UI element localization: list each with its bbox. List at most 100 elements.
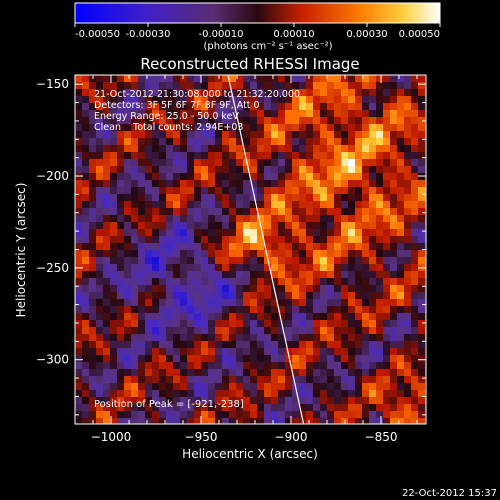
heatmap-cell — [159, 159, 166, 166]
heatmap-cell — [131, 341, 138, 348]
heatmap-cell — [124, 222, 131, 229]
heatmap-cell — [418, 208, 425, 215]
heatmap-cell — [194, 362, 201, 369]
heatmap-cell — [418, 383, 425, 390]
heatmap-cell — [383, 355, 390, 362]
heatmap-cell — [362, 236, 369, 243]
heatmap-cell — [285, 103, 292, 110]
heatmap-cell — [306, 383, 313, 390]
heatmap-cell — [208, 152, 215, 159]
heatmap-cell — [194, 243, 201, 250]
heatmap-cell — [194, 103, 201, 110]
heatmap-cell — [299, 404, 306, 411]
heatmap-cell — [264, 341, 271, 348]
heatmap-cell — [264, 159, 271, 166]
heatmap-cell — [383, 264, 390, 271]
heatmap-cell — [187, 110, 194, 117]
heatmap-cell — [152, 313, 159, 320]
heatmap-cell — [362, 229, 369, 236]
heatmap-cell — [152, 369, 159, 376]
heatmap-cell — [404, 390, 411, 397]
heatmap-cell — [208, 257, 215, 264]
heatmap-cell — [285, 166, 292, 173]
heatmap-cell — [96, 271, 103, 278]
heatmap-cell — [404, 383, 411, 390]
heatmap-cell — [362, 222, 369, 229]
heatmap-cell — [194, 208, 201, 215]
heatmap-cell — [187, 264, 194, 271]
heatmap-cell — [334, 327, 341, 334]
heatmap-cell — [138, 75, 145, 82]
heatmap-cell — [243, 383, 250, 390]
heatmap-cell — [285, 152, 292, 159]
heatmap-cell — [159, 278, 166, 285]
heatmap-cell — [89, 362, 96, 369]
heatmap-cell — [222, 313, 229, 320]
heatmap-cell — [152, 285, 159, 292]
heatmap-cell — [306, 145, 313, 152]
heatmap-cell — [334, 383, 341, 390]
chart-title: Reconstructed RHESSI Image — [140, 55, 359, 73]
heatmap-cell — [341, 110, 348, 117]
heatmap-cell — [271, 362, 278, 369]
heatmap-cell — [222, 117, 229, 124]
heatmap-cell — [187, 152, 194, 159]
heatmap-cell — [299, 208, 306, 215]
heatmap-cell — [229, 124, 236, 131]
heatmap-cell — [355, 145, 362, 152]
heatmap-cell — [292, 355, 299, 362]
heatmap-cell — [383, 103, 390, 110]
heatmap-cell — [82, 208, 89, 215]
heatmap-cell — [145, 278, 152, 285]
heatmap-cell — [278, 411, 285, 418]
heatmap-cell — [138, 138, 145, 145]
heatmap-cell — [257, 145, 264, 152]
heatmap-cell — [159, 131, 166, 138]
heatmap-cell — [82, 341, 89, 348]
heatmap-cell — [145, 327, 152, 334]
colorbar-units: (photons cm⁻² s⁻¹ asec⁻²) — [203, 41, 332, 52]
heatmap-cell — [285, 194, 292, 201]
heatmap-cell — [299, 327, 306, 334]
heatmap-cell — [159, 194, 166, 201]
heatmap-cell — [110, 208, 117, 215]
heatmap-cell — [159, 411, 166, 418]
heatmap-cell — [271, 117, 278, 124]
heatmap-cell — [397, 201, 404, 208]
heatmap-cell — [306, 320, 313, 327]
heatmap-cell — [404, 320, 411, 327]
heatmap-cell — [264, 103, 271, 110]
heatmap-cell — [271, 89, 278, 96]
heatmap-cell — [124, 404, 131, 411]
colorbar: -0.00050 -0.00030 -0.00010 0.00010 0.00030 0.… — [74, 2, 441, 52]
heatmap-cell — [131, 96, 138, 103]
heatmap-cell — [390, 334, 397, 341]
heatmap-cell — [313, 334, 320, 341]
heatmap-cell — [376, 257, 383, 264]
heatmap-cell — [201, 250, 208, 257]
heatmap-cell — [320, 418, 327, 424]
heatmap-cell — [166, 180, 173, 187]
heatmap-cell — [264, 369, 271, 376]
heatmap-cell — [376, 390, 383, 397]
heatmap-cell — [397, 313, 404, 320]
heatmap-cell — [250, 138, 257, 145]
heatmap-cell — [103, 138, 110, 145]
heatmap-cell — [278, 383, 285, 390]
heatmap-cell — [271, 313, 278, 320]
heatmap-cell — [201, 257, 208, 264]
heatmap-cell — [124, 243, 131, 250]
heatmap-cell — [229, 187, 236, 194]
heatmap-cell — [264, 299, 271, 306]
heatmap-cell — [222, 271, 229, 278]
heatmap-cell — [383, 271, 390, 278]
heatmap-cell — [159, 404, 166, 411]
heatmap-cell — [278, 89, 285, 96]
heatmap-cell — [390, 271, 397, 278]
y-axis-label: Heliocentric Y (arcsec) — [14, 183, 28, 318]
heatmap-cell — [250, 124, 257, 131]
heatmap-cell — [264, 292, 271, 299]
heatmap-cell — [383, 236, 390, 243]
heatmap-cell — [215, 285, 222, 292]
heatmap-cell — [376, 173, 383, 180]
